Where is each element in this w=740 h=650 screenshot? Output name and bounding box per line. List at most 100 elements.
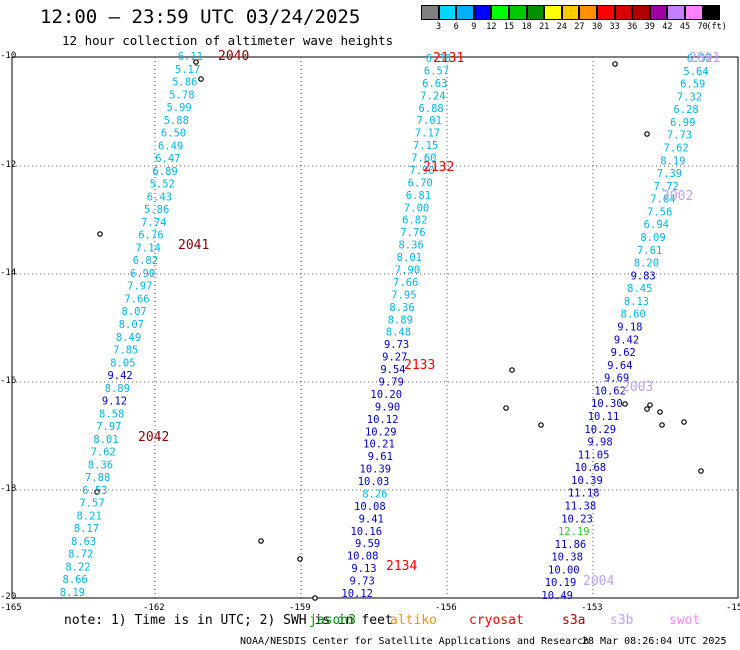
footer-timestamp: 28 Mar 08:26:04 UTC 2025 <box>582 636 727 647</box>
wave-height-label: 9.73 <box>350 576 375 588</box>
wave-height-label: 7.14 <box>136 242 161 254</box>
wave-height-label: 7.39 <box>657 168 682 180</box>
island-marker <box>509 367 515 373</box>
wave-height-label: 6.38 <box>426 53 451 65</box>
wave-height-label: 6.88 <box>418 103 443 115</box>
wave-height-label: 5.88 <box>164 115 189 127</box>
colorbar-swatch <box>421 5 439 20</box>
colorbar-swatch <box>473 5 492 20</box>
satellite-name: altiko <box>390 613 437 628</box>
time-label: 2003 <box>622 380 653 395</box>
wave-height-label: 5.86 <box>172 77 197 89</box>
wave-height-label: 5.52 <box>150 179 175 191</box>
island-marker <box>644 406 650 412</box>
wave-height-label: 6.63 <box>422 78 447 90</box>
wave-height-label: 5.64 <box>683 66 708 78</box>
wave-height-label: 9.69 <box>604 373 629 385</box>
wave-height-label: 5.99 <box>166 102 191 114</box>
colorbar-level: 21 <box>539 22 550 32</box>
wave-height-label: 7.56 <box>647 206 672 218</box>
wave-height-label: 9.27 <box>382 352 407 364</box>
wave-height-label: 8.66 <box>63 574 88 586</box>
wave-height-label: 10.03 <box>358 476 390 488</box>
wave-height-label: 7.76 <box>400 227 425 239</box>
wave-height-label: 6.70 <box>408 177 433 189</box>
wave-height-label: 6.76 <box>138 230 163 242</box>
wave-height-label: 8.60 <box>621 309 646 321</box>
wave-height-label: 7.97 <box>127 281 152 293</box>
wave-height-label: 10.23 <box>561 513 593 525</box>
colorbar-level: 24 <box>556 22 567 32</box>
wave-height-label: 6.99 <box>670 117 695 129</box>
island-marker <box>644 131 650 137</box>
wave-height-label: 9.13 <box>351 563 376 575</box>
wave-height-label: 8.36 <box>398 240 423 252</box>
wave-height-label: 5.78 <box>169 89 194 101</box>
longitude-label: -165 <box>0 603 22 613</box>
colorbar-level: 27 <box>574 22 585 32</box>
wave-height-label: 7.62 <box>91 447 116 459</box>
latitude-label: -16 <box>0 376 17 386</box>
page-title: 12:00 – 23:59 UTC 03/24/2025 <box>40 6 361 28</box>
wave-height-label: 6.28 <box>673 104 698 116</box>
colorbar-swatch <box>579 5 597 20</box>
wave-height-label: 8.36 <box>389 302 414 314</box>
island-marker <box>622 401 628 407</box>
colorbar-swatch <box>649 5 668 20</box>
wave-height-label: 9.41 <box>359 513 384 525</box>
colorbar-swatch <box>544 5 562 20</box>
colorbar-level: 45 <box>679 22 691 32</box>
wave-height-label: 6.47 <box>155 153 180 165</box>
latitude-label: -12 <box>0 160 17 170</box>
wave-height-label: 11.38 <box>565 501 597 513</box>
colorbar-swatch <box>667 5 685 20</box>
latitude-label: -20 <box>0 592 17 602</box>
island-marker <box>612 61 618 67</box>
time-label: 2041 <box>178 238 209 253</box>
island-marker <box>538 422 544 428</box>
colorbar-swatch <box>438 5 457 20</box>
wave-height-label: 10.62 <box>594 385 626 397</box>
satellite-name: s3a <box>562 613 586 628</box>
island-marker <box>647 402 653 408</box>
colorbar-swatch <box>632 5 650 20</box>
wave-height-label: 7.62 <box>664 143 689 155</box>
wave-height-label: 8.09 <box>640 232 665 244</box>
wave-height-label: 10.49 <box>541 590 573 602</box>
wave-height-label: 8.19 <box>60 587 85 599</box>
wave-height-label: 10.38 <box>551 552 583 564</box>
wave-height-label: 8.26 <box>362 488 387 500</box>
wave-height-label: 8.49 <box>116 332 141 344</box>
colorbar-level: 18 <box>521 22 532 32</box>
wave-height-label: 7.84 <box>650 194 675 206</box>
wave-height-label: 7.17 <box>415 128 440 140</box>
wave-height-label: 6.82 <box>133 255 158 267</box>
island-marker <box>503 405 509 411</box>
colorbar-level: 9 <box>471 22 477 32</box>
colorbar-swatch <box>526 5 545 20</box>
colorbar-level: 12 <box>486 22 497 32</box>
island-marker <box>698 468 704 474</box>
wave-height-label: 7.24 <box>420 90 445 102</box>
longitude-label: -159 <box>289 603 311 613</box>
colorbar-level: 6 <box>453 22 459 32</box>
wave-height-label: 9.61 <box>368 451 393 463</box>
wave-height-label: 7.85 <box>113 345 138 357</box>
wave-height-label: 8.63 <box>71 536 96 548</box>
wave-height-label: 10.19 <box>545 577 577 589</box>
track-2: 6.386.576.637.246.887.017.177.157.607.90… <box>341 51 464 600</box>
wave-height-label: 7.57 <box>79 498 104 510</box>
island-marker <box>97 231 103 237</box>
wave-height-label: 8.01 <box>397 252 422 264</box>
wave-height-label: 6.94 <box>644 219 669 231</box>
wave-height-label: 6.89 <box>152 166 177 178</box>
wave-height-label: 10.12 <box>341 588 373 600</box>
wave-height-label: 7.01 <box>417 115 442 127</box>
wave-height-label: 8.01 <box>93 434 118 446</box>
time-label: 2040 <box>218 49 249 64</box>
wave-height-label: 8.89 <box>105 383 130 395</box>
colorbar-level: 15 <box>503 22 515 32</box>
island-marker <box>94 489 100 495</box>
colorbar-swatch <box>702 5 721 20</box>
wave-height-label: 6.11 <box>178 51 203 63</box>
